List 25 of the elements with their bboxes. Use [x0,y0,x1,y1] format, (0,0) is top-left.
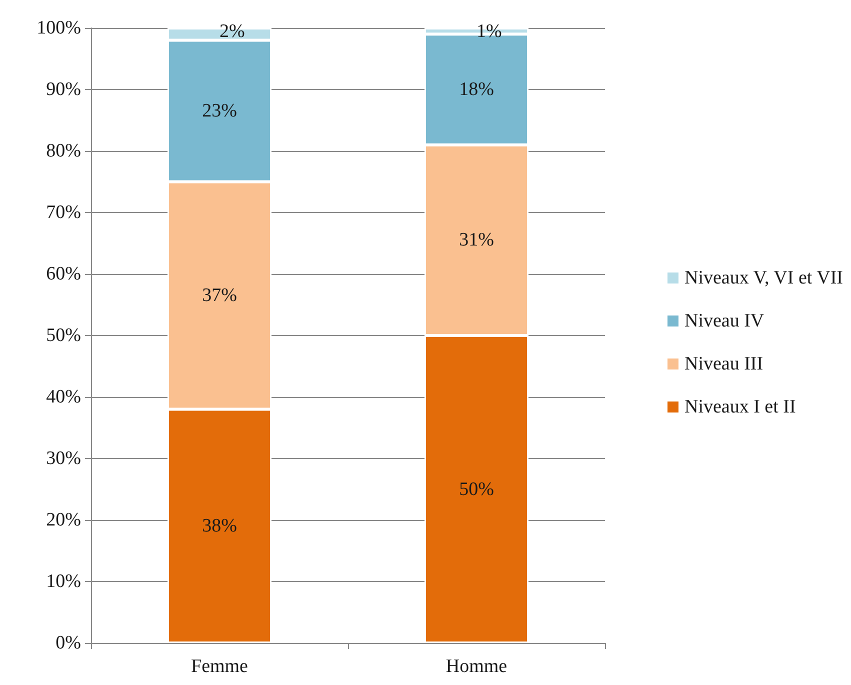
legend-label: Niveau III [684,354,764,374]
y-tick-label: 50% [46,325,82,346]
data-label: 38% [202,516,238,537]
data-label: 31% [459,230,494,251]
y-tick-label: 60% [46,264,82,284]
y-tick-label: 20% [46,510,82,530]
data-label: 1% [476,21,502,42]
data-label: 23% [202,100,238,122]
y-tick-label: 70% [46,202,82,223]
legend-label: Niveaux V, VI et VII [684,268,843,288]
data-label: 2% [220,21,245,42]
legend-label: Niveau IV [684,310,764,332]
y-tick-label: 30% [46,448,82,469]
data-label: 18% [459,79,494,100]
x-tick-label: Homme [446,656,508,677]
y-tick-label: 80% [46,140,82,162]
y-tick-label: 100% [36,18,82,38]
y-tick-label: 0% [56,632,82,654]
y-tick-label: 40% [46,386,82,408]
x-tick-label: Femme [191,656,248,677]
y-tick-label: 90% [46,79,82,100]
data-label: 50% [459,478,494,500]
y-tick-label: 10% [46,571,82,592]
data-label: 37% [202,285,238,306]
legend-label: Niveaux I et II [684,396,796,418]
